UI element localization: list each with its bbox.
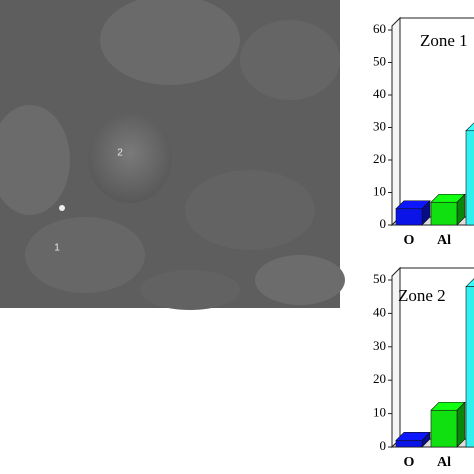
back-wall (399, 17, 474, 218)
y-tick-label: 0 (380, 438, 387, 453)
side-wall (391, 16, 401, 227)
bar-top (465, 122, 474, 132)
y-tick-label: 10 (373, 405, 386, 420)
bar (430, 201, 458, 226)
y-tick-label: 30 (373, 338, 386, 353)
bar (465, 130, 474, 226)
chart: 0 10 20 30 40 50 Zone 2 O Al (373, 266, 474, 470)
y-tick-label: 20 (373, 371, 386, 386)
bar (395, 208, 423, 226)
image-label: 1 (54, 243, 60, 254)
y-tick-label: 0 (380, 216, 387, 231)
x-tick-label: Al (437, 455, 451, 470)
y-tick-label: 40 (373, 86, 386, 101)
y-tick-label: 60 (373, 21, 386, 36)
x-tick-label: Al (437, 233, 451, 248)
image-label: 2 (117, 148, 123, 159)
x-tick-label: O (404, 455, 415, 470)
chart-title: Zone 2 (398, 286, 446, 305)
y-tick-label: 50 (373, 271, 386, 286)
sem-image: 2 1 (0, 0, 345, 310)
y-tick-label: 20 (373, 151, 386, 166)
chart-title: Zone 1 (420, 31, 468, 50)
y-tick-label: 30 (373, 118, 386, 133)
bar-top (465, 278, 474, 287)
bar-side (456, 401, 466, 448)
y-tick-label: 10 (373, 183, 386, 198)
chart: 0 10 20 30 40 50 60 Zone 1 O Al (373, 16, 474, 248)
bar (430, 409, 458, 448)
bar (395, 440, 423, 448)
bar (465, 286, 474, 448)
x-tick-label: O (404, 233, 415, 248)
y-tick-label: 50 (373, 53, 386, 68)
y-tick-label: 40 (373, 304, 386, 319)
